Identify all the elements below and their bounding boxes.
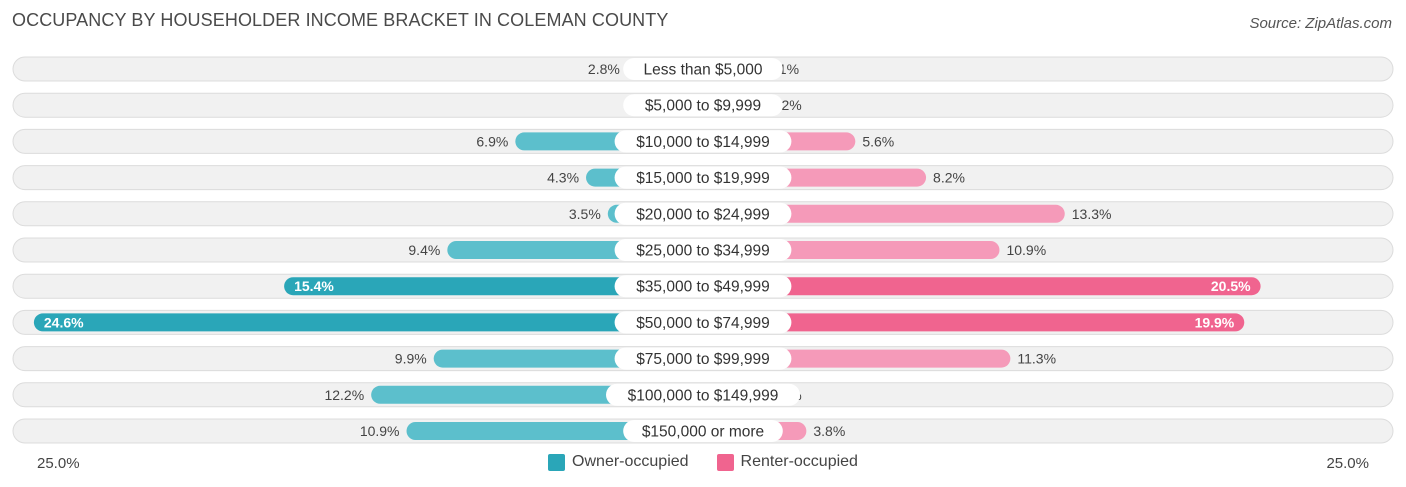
- renter-bar: [703, 313, 1245, 332]
- owner-value-label: 9.9%: [395, 351, 427, 367]
- category-pill: [623, 94, 783, 117]
- legend-label-renter: Renter-occupied: [740, 453, 858, 470]
- axis-right-label: 25.0%: [1326, 455, 1369, 472]
- legend-swatch-renter: [716, 453, 734, 471]
- category-label: $50,000 to $74,999: [636, 315, 770, 332]
- renter-value-label: 5.6%: [862, 133, 894, 149]
- chart-plot: 2.8%2.1%Less than $5,0000.17%2.2%$5,000 …: [12, 56, 1394, 444]
- category-pill: [623, 420, 783, 442]
- owner-bar: [33, 313, 703, 332]
- owner-value-label: 6.9%: [476, 133, 508, 149]
- category-pill: [614, 311, 792, 334]
- owner-value-label: 24.6%: [44, 314, 84, 330]
- category-label: $25,000 to $34,999: [636, 243, 770, 260]
- renter-value-label: 3.8%: [813, 423, 845, 439]
- category-label: $5,000 to $9,999: [645, 98, 761, 115]
- owner-value-label: 9.4%: [408, 242, 440, 258]
- chart-source: Source: ZipAtlas.com: [1249, 15, 1392, 32]
- owner-value-label: 12.2%: [324, 387, 364, 403]
- renter-value-label: 8.2%: [933, 170, 965, 186]
- category-pill: [614, 202, 792, 225]
- category-pill: [614, 347, 792, 370]
- owner-value-label: 2.8%: [588, 61, 620, 77]
- category-pill: [614, 239, 792, 261]
- category-pill: [606, 383, 800, 406]
- category-label: $10,000 to $14,999: [636, 134, 770, 151]
- category-pill: [623, 58, 783, 80]
- legend-swatch-owner: [548, 453, 566, 471]
- category-label: $75,000 to $99,999: [636, 351, 770, 368]
- category-pill: [614, 275, 792, 298]
- chart-title: OCCUPANCY BY HOUSEHOLDER INCOME BRACKET …: [12, 10, 669, 30]
- category-label: $35,000 to $49,999: [636, 279, 770, 296]
- owner-bar: [284, 277, 703, 296]
- owner-value-label: 15.4%: [294, 278, 334, 294]
- axis-left-label: 25.0%: [37, 455, 80, 472]
- legend-item-renter[interactable]: Renter-occupied: [716, 453, 858, 471]
- category-pill: [614, 130, 792, 153]
- renter-value-label: 10.9%: [1006, 242, 1046, 258]
- owner-value-label: 4.3%: [547, 170, 579, 186]
- renter-bar: [703, 277, 1261, 296]
- renter-value-label: 13.3%: [1072, 206, 1112, 222]
- category-label: $15,000 to $19,999: [636, 170, 770, 187]
- renter-value-label: 20.5%: [1211, 278, 1251, 294]
- owner-value-label: 3.5%: [569, 206, 601, 222]
- category-label: $100,000 to $149,999: [628, 387, 779, 404]
- legend-label-owner: Owner-occupied: [572, 453, 689, 470]
- renter-value-label: 19.9%: [1195, 314, 1235, 330]
- renter-value-label: 11.3%: [1017, 351, 1056, 367]
- chart-legend: Owner-occupied Renter-occupied: [0, 453, 1406, 471]
- owner-value-label: 10.9%: [360, 423, 400, 439]
- category-label: Less than $5,000: [644, 62, 763, 79]
- legend-item-owner[interactable]: Owner-occupied: [548, 453, 689, 471]
- category-label: $150,000 or more: [642, 424, 764, 441]
- category-label: $20,000 to $24,999: [636, 206, 770, 223]
- renter-bar: [703, 204, 1065, 223]
- category-pill: [614, 166, 792, 189]
